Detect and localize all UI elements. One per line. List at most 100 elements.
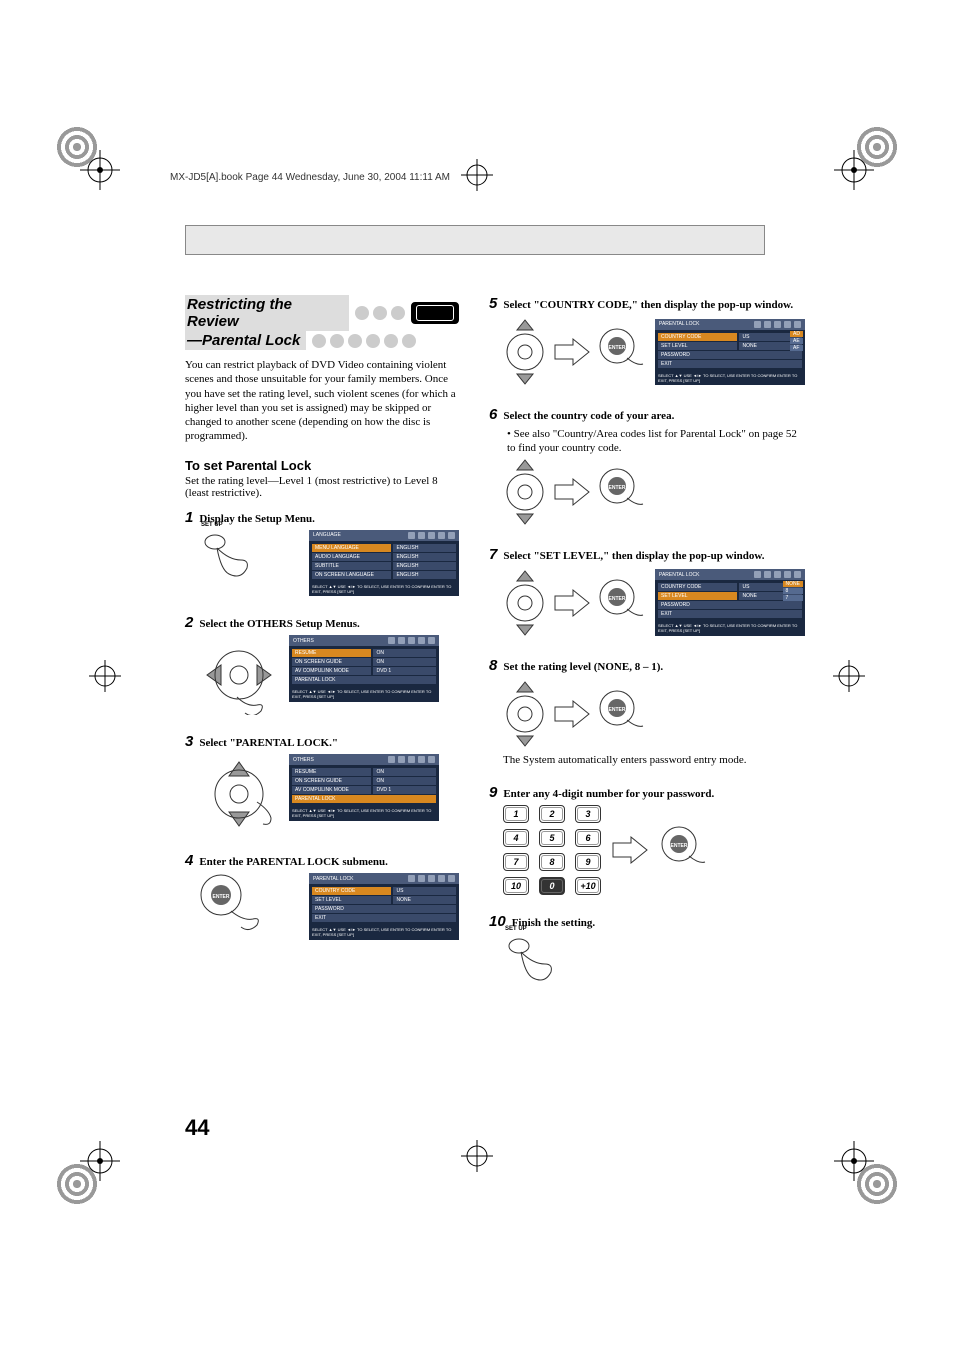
- step-number: 5: [489, 295, 497, 312]
- osd-body-language: MENU LANGUAGEENGLISHAUDIO LANGUAGEENGLIS…: [309, 541, 459, 583]
- crop-mark-icon: [829, 656, 869, 696]
- osd-footer: SELECT ▲▼ USE ◄/► TO SELECT, USE ENTER T…: [289, 688, 439, 702]
- step-6: 6 Select the country code of your area. …: [489, 406, 805, 528]
- osd-footer: SELECT ▲▼ USE ◄/► TO SELECT, USE ENTER T…: [655, 372, 805, 386]
- step-8-note: The System automatically enters password…: [503, 754, 805, 766]
- keypad-key-9: 9: [575, 853, 601, 871]
- up-down-button-figure: [503, 678, 547, 750]
- crop-mark-icon: [457, 1136, 497, 1176]
- step-text: Enter the PARENTAL LOCK submenu.: [199, 856, 388, 868]
- step-subtext: • See also "Country/Area codes list for …: [507, 427, 805, 456]
- osd-tab-icons: [408, 532, 455, 539]
- step-4: 4 Enter the PARENTAL LOCK submenu. ENTER: [185, 852, 459, 940]
- step-text: Select "COUNTRY CODE," then display the …: [503, 299, 793, 311]
- enter-button-figure: ENTER: [199, 873, 269, 933]
- step-10: 10 Finish the setting. SET UP: [489, 913, 805, 988]
- osd-footer: SELECT ▲▼ USE ◄/► TO SELECT, USE ENTER T…: [309, 583, 459, 597]
- osd-body-others: RESUMEONON SCREEN GUIDEONAV COMPULINK MO…: [289, 646, 439, 688]
- svg-text:ENTER: ENTER: [609, 485, 626, 491]
- keypad-key-4: 4: [503, 829, 529, 847]
- step-number: 1: [185, 509, 193, 526]
- svg-text:ENTER: ENTER: [671, 843, 688, 849]
- osd-title: PARENTAL LOCK: [659, 572, 699, 578]
- page-number: 44: [185, 1115, 209, 1141]
- step-number: 8: [489, 657, 497, 674]
- keypad-key-6: 6: [575, 829, 601, 847]
- intro-text: You can restrict playback of DVD Video c…: [185, 358, 459, 444]
- country-code-popup: ADAEAF: [790, 331, 803, 351]
- keypad-key-2: 2: [539, 805, 565, 823]
- keypad-key-10: 10: [503, 877, 529, 895]
- up-down-button-figure: [503, 567, 547, 639]
- osd-tab-icons: [754, 321, 801, 328]
- osd-parental-cc-popup: PARENTAL LOCK COUNTRY CODEUSSET LEVELNON…: [655, 319, 805, 386]
- osd-footer: SELECT ▲▼ USE ◄/► TO SELECT, USE ENTER T…: [655, 622, 805, 636]
- step-text: Set the rating level (NONE, 8 – 1).: [503, 661, 663, 673]
- step-1: 1 Display the Setup Menu. SET UP LANGUAG…: [185, 509, 459, 597]
- osd-title: OTHERS: [293, 638, 314, 644]
- keypad-key-0: 0: [539, 877, 565, 895]
- step-text: Select the country code of your area.: [503, 410, 674, 422]
- step-2: 2 Select the OTHERS Setup Menus.: [185, 614, 459, 715]
- osd-title: OTHERS: [293, 757, 314, 763]
- then-arrow-icon: [553, 699, 591, 729]
- button-label: SET UP: [201, 522, 223, 528]
- step-text: Select "SET LEVEL," then display the pop…: [503, 550, 764, 562]
- section-banner: [185, 225, 765, 255]
- crop-mark-icon: [80, 1141, 120, 1181]
- then-arrow-icon: [611, 835, 649, 865]
- page-title-block: Restricting the Review —Parental Lock: [185, 295, 459, 350]
- then-arrow-icon: [553, 588, 591, 618]
- setup-button-figure: SET UP: [503, 934, 563, 988]
- number-keypad: 123456789100+10: [503, 805, 601, 895]
- title-line-1: Restricting the Review: [185, 295, 349, 331]
- keypad-key-8: 8: [539, 853, 565, 871]
- button-label: SET UP: [505, 926, 527, 932]
- keypad-key-+10: +10: [575, 877, 601, 895]
- up-down-button-figure: [503, 456, 547, 528]
- osd-footer: SELECT ▲▼ USE ◄/► TO SELECT, USE ENTER T…: [289, 807, 439, 821]
- lead-text: Set the rating level—Level 1 (most restr…: [185, 475, 459, 499]
- step-number: 10: [489, 913, 506, 930]
- page-header-meta: MX-JD5[A].book Page 44 Wednesday, June 3…: [170, 172, 450, 183]
- step-text: Select "PARENTAL LOCK.": [199, 737, 338, 749]
- osd-body-others-hl: RESUMEONON SCREEN GUIDEONAV COMPULINK MO…: [289, 765, 439, 807]
- then-arrow-icon: [553, 477, 591, 507]
- osd-language-menu: LANGUAGE MENU LANGUAGEENGLISHAUDIO LANGU…: [309, 530, 459, 597]
- keypad-key-1: 1: [503, 805, 529, 823]
- crop-mark-icon: [457, 155, 497, 195]
- step-text: Select the OTHERS Setup Menus.: [199, 618, 359, 630]
- osd-tab-icons: [408, 875, 455, 882]
- enter-button-figure: ENTER: [597, 577, 649, 629]
- step-text: Enter any 4-digit number for your passwo…: [503, 788, 714, 800]
- enter-button-figure: ENTER: [659, 824, 711, 876]
- osd-footer: SELECT ▲▼ USE ◄/► TO SELECT, USE ENTER T…: [309, 926, 459, 940]
- osd-parental-level-popup: PARENTAL LOCK COUNTRY CODEUSSET LEVELNON…: [655, 569, 805, 636]
- title-dots-icon: [355, 306, 405, 320]
- osd-body-parental-cc: COUNTRY CODEUSSET LEVELNONEPASSWORDEXIT: [655, 330, 805, 372]
- step-number: 6: [489, 406, 497, 423]
- enter-button-figure: ENTER: [597, 326, 649, 378]
- osd-tab-icons: [754, 571, 801, 578]
- step-9: 9 Enter any 4-digit number for your pass…: [489, 784, 805, 895]
- osd-title: LANGUAGE: [313, 532, 341, 538]
- content-area: Restricting the Review —Parental Lock Yo…: [185, 225, 765, 1006]
- left-right-button-figure: [199, 635, 279, 715]
- step-7: 7 Select "SET LEVEL," then display the p…: [489, 546, 805, 639]
- sub-heading: To set Parental Lock: [185, 458, 459, 473]
- svg-text:ENTER: ENTER: [609, 707, 626, 713]
- left-column: Restricting the Review —Parental Lock Yo…: [185, 295, 459, 1006]
- osd-title: PARENTAL LOCK: [313, 876, 353, 882]
- step-number: 4: [185, 852, 193, 869]
- page: MX-JD5[A].book Page 44 Wednesday, June 3…: [0, 0, 954, 1351]
- level-popup: NONE87: [783, 581, 803, 601]
- title-dots-icon: [312, 334, 416, 348]
- osd-others-menu: OTHERS RESUMEONON SCREEN GUIDEONAV COMPU…: [289, 635, 439, 702]
- svg-text:ENTER: ENTER: [609, 596, 626, 602]
- step-3: 3 Select "PARENTAL LOCK.": [185, 733, 459, 834]
- crop-mark-icon: [834, 150, 874, 190]
- enter-button-figure: ENTER: [597, 466, 649, 518]
- step-number: 9: [489, 784, 497, 801]
- up-down-button-figure: [503, 316, 547, 388]
- crop-mark-icon: [85, 656, 125, 696]
